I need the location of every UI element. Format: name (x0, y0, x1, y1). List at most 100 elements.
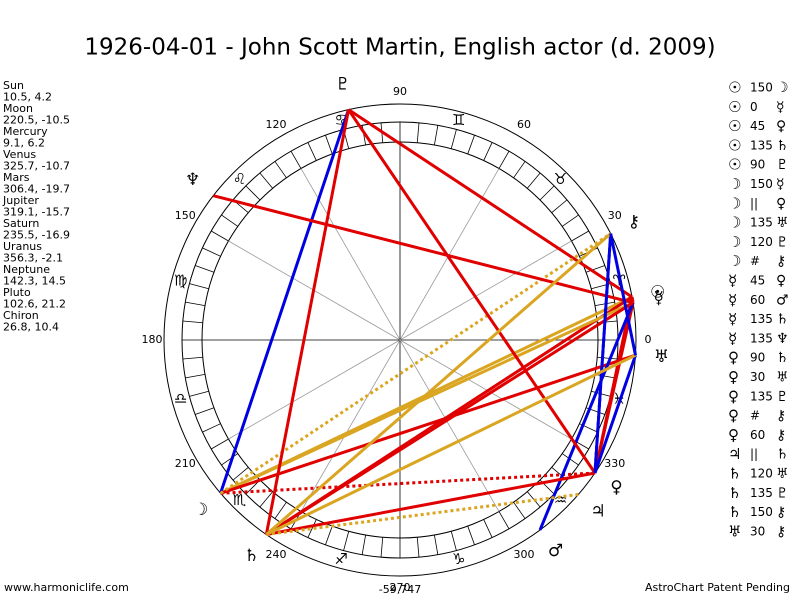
ring-tick (483, 519, 493, 538)
aspect-type: 30 (750, 370, 765, 384)
ring-tick (433, 534, 439, 555)
aspect-line (219, 109, 350, 494)
planet-name: Chiron (3, 309, 39, 322)
sign-glyph: ♐ (335, 550, 348, 568)
aspect-line (264, 109, 350, 535)
ring-tick (561, 214, 579, 227)
aspect-type: 120 (750, 235, 773, 249)
house-spoke (300, 339, 401, 512)
aspect-from: ☿ (728, 310, 737, 328)
aspect-type: 150 (750, 81, 773, 95)
sign-glyph: ♉ (554, 170, 567, 188)
aspect-line (220, 353, 636, 495)
aspect-from: ☉ (728, 79, 741, 97)
planet-position: 325.7, -10.7 (3, 160, 70, 173)
degree-label: 90 (393, 85, 407, 98)
planet-position: 9.1, 6.2 (3, 137, 45, 150)
house-spoke (228, 339, 401, 440)
aspect-to: ♇ (776, 389, 789, 405)
ring-tick (498, 511, 510, 529)
aspect-to: ♆ (776, 331, 789, 347)
ring-tick (189, 390, 209, 397)
degree-label: 240 (266, 548, 287, 561)
aspect-type: 0 (750, 100, 758, 114)
planet-name: Moon (3, 102, 33, 115)
aspect-from: ☉ (728, 136, 741, 154)
aspect-to: ♄ (776, 350, 789, 366)
ring-tick (182, 356, 203, 360)
sign-glyph: ♍ (174, 272, 187, 290)
ring-tick (467, 135, 475, 155)
aspect-line (347, 108, 597, 474)
aspect-line (266, 493, 579, 536)
aspect-to: ♅ (776, 370, 789, 386)
planet-position: 10.5, 4.2 (3, 91, 52, 104)
degree-label: 210 (175, 457, 196, 470)
ring-tick (450, 129, 457, 149)
aspect-type: 90 (750, 351, 765, 365)
aspect-type: 135 (750, 138, 773, 152)
ring-tick (211, 438, 229, 450)
planet-position: 220.5, -10.5 (3, 114, 70, 127)
planet-name: Uranus (3, 240, 42, 253)
planet-name: Mars (3, 171, 30, 184)
planet-position: 142.3, 14.5 (3, 275, 66, 288)
aspect-line (609, 233, 637, 356)
aspect-line (265, 301, 634, 536)
planet-glyph: ☉ (650, 282, 665, 302)
aspect-from: ☽ (728, 252, 741, 270)
aspect-from: ☿ (728, 272, 737, 290)
aspect-to: ☽ (776, 80, 789, 96)
aspect-from: ♃ (728, 445, 741, 463)
aspect-from: ☿ (728, 291, 737, 309)
ring-tick (232, 466, 249, 481)
planet-name: Jupiter (2, 194, 39, 207)
footer-note: AstroChart Patent Pending (645, 581, 790, 594)
aspect-type: 135 (750, 389, 773, 403)
degree-label: 180 (142, 333, 163, 346)
degree-label: 0 (645, 333, 652, 346)
aspect-line (593, 354, 637, 474)
aspect-type: 60 (750, 293, 765, 307)
aspect-from: ☉ (728, 117, 741, 135)
ring-tick (185, 301, 206, 307)
degree-label: 30 (608, 209, 622, 222)
aspect-from: ♀ (728, 387, 739, 405)
aspect-type: 135 (750, 331, 773, 345)
ring-tick (433, 125, 439, 146)
ring-tick (467, 525, 475, 545)
ring-tick (245, 185, 261, 201)
ring-tick (221, 214, 239, 227)
planet-name: Neptune (3, 263, 50, 276)
planet-name: Sun (3, 79, 24, 92)
ring-tick (290, 151, 302, 169)
ring-tick (259, 491, 274, 508)
aspect-line (593, 302, 635, 474)
aspect-type: 90 (750, 158, 765, 172)
degree-label: 270 (390, 581, 411, 594)
aspect-line (593, 233, 613, 474)
aspect-line (347, 108, 633, 299)
aspect-to: ♇ (776, 234, 789, 250)
planet-glyph: ♀ (610, 478, 622, 498)
ring-tick (307, 142, 317, 161)
aspect-from: ♀ (728, 349, 739, 367)
planet-glyph: ☽ (193, 500, 208, 520)
aspect-type: # (750, 254, 760, 268)
aspect-from: ☽ (728, 214, 741, 232)
ring-tick (274, 161, 287, 179)
aspect-type: 30 (750, 524, 765, 538)
ring-tick (182, 320, 203, 324)
aspect-type: 150 (750, 505, 773, 519)
aspect-to: ♀ (776, 119, 786, 135)
aspect-to: ♄ (776, 312, 789, 328)
ring-tick (585, 265, 605, 273)
ring-tick (195, 407, 215, 415)
aspect-to: ⚷ (776, 505, 786, 521)
aspect-type: || (750, 447, 758, 461)
ring-tick (551, 199, 568, 214)
ring-tick (259, 172, 274, 189)
planet-glyph: ♅ (654, 347, 669, 367)
aspect-from: ♄ (728, 503, 741, 521)
ring-tick (343, 531, 350, 551)
